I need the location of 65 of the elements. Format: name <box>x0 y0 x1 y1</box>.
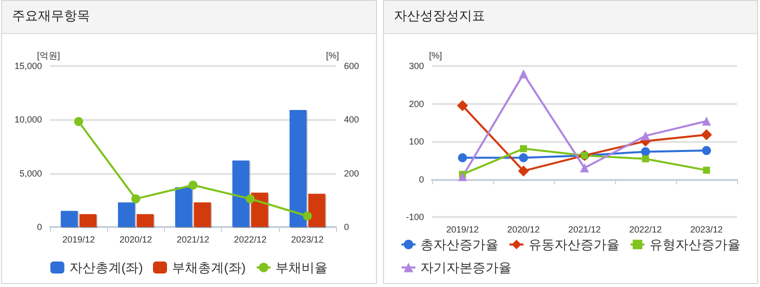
point <box>457 100 468 112</box>
legend-label: 총자산증가율 <box>420 237 498 252</box>
x-tick-label: 2021/12 <box>176 234 210 244</box>
point <box>188 180 198 190</box>
y2-tick-label: 200 <box>344 168 360 178</box>
y-tick-label: -100 <box>406 212 424 222</box>
legend-label: 부채비율 <box>276 260 328 275</box>
y2-tick-label: 0 <box>344 222 350 232</box>
bar <box>136 214 154 227</box>
point <box>520 145 527 152</box>
bar <box>194 202 211 227</box>
bar <box>60 210 78 227</box>
y-axis-title: [%] <box>428 50 442 60</box>
bar <box>175 187 192 227</box>
point <box>702 116 711 126</box>
y2-tick-label: 400 <box>344 114 360 125</box>
legend-label: 부채총계(좌) <box>172 260 246 275</box>
y-tick-label: 300 <box>408 61 424 71</box>
bar <box>290 110 307 227</box>
point <box>74 117 84 126</box>
legend-label: 자산총계(좌) <box>69 260 144 275</box>
point <box>131 194 140 204</box>
bar <box>79 214 96 227</box>
y-tick-label: 0 <box>36 222 42 232</box>
chart-title: 주요재무항목 <box>2 1 376 34</box>
y-tick-label: 5,000 <box>19 168 42 178</box>
point <box>641 131 650 140</box>
point <box>519 69 528 78</box>
point <box>703 166 710 174</box>
x-tick-label: 2019/12 <box>446 224 479 234</box>
point <box>518 165 529 176</box>
bar <box>308 194 326 227</box>
point <box>458 172 467 182</box>
chart-title: 자산성장성지표 <box>384 1 757 34</box>
y-tick-label: 100 <box>408 136 424 146</box>
y-tick-label: 15,000 <box>14 61 42 71</box>
point <box>702 146 711 156</box>
y-axis-title: [억원] <box>36 50 60 60</box>
point <box>519 153 528 162</box>
bar <box>118 202 135 227</box>
point <box>641 147 650 156</box>
point <box>701 129 712 140</box>
y-tick-label: 0 <box>418 174 424 184</box>
x-tick-label: 2020/12 <box>120 234 152 244</box>
y2-axis-title: [%] <box>326 50 340 60</box>
legend-label: 자기자본증가율 <box>420 260 512 275</box>
x-tick-label: 2019/12 <box>62 234 95 244</box>
x-tick-label: 2020/12 <box>507 224 540 234</box>
x-tick-label: 2023/12 <box>690 224 723 234</box>
y-tick-label: 200 <box>408 98 424 109</box>
x-tick-label: 2022/12 <box>234 234 266 244</box>
y2-tick-label: 600 <box>344 61 360 71</box>
point <box>642 155 649 162</box>
bar <box>232 160 250 227</box>
x-tick-label: 2023/12 <box>291 234 324 244</box>
y-tick-label: 10,000 <box>14 114 42 125</box>
x-tick-label: 2021/12 <box>568 224 601 234</box>
point <box>246 194 255 204</box>
legend-label: 유동자산증가율 <box>528 237 620 252</box>
point <box>580 163 589 172</box>
point <box>302 212 312 220</box>
point <box>458 153 467 162</box>
legend-label: 유형자산증가율 <box>650 237 740 252</box>
x-tick-label: 2022/12 <box>629 224 662 234</box>
bar <box>251 192 268 227</box>
